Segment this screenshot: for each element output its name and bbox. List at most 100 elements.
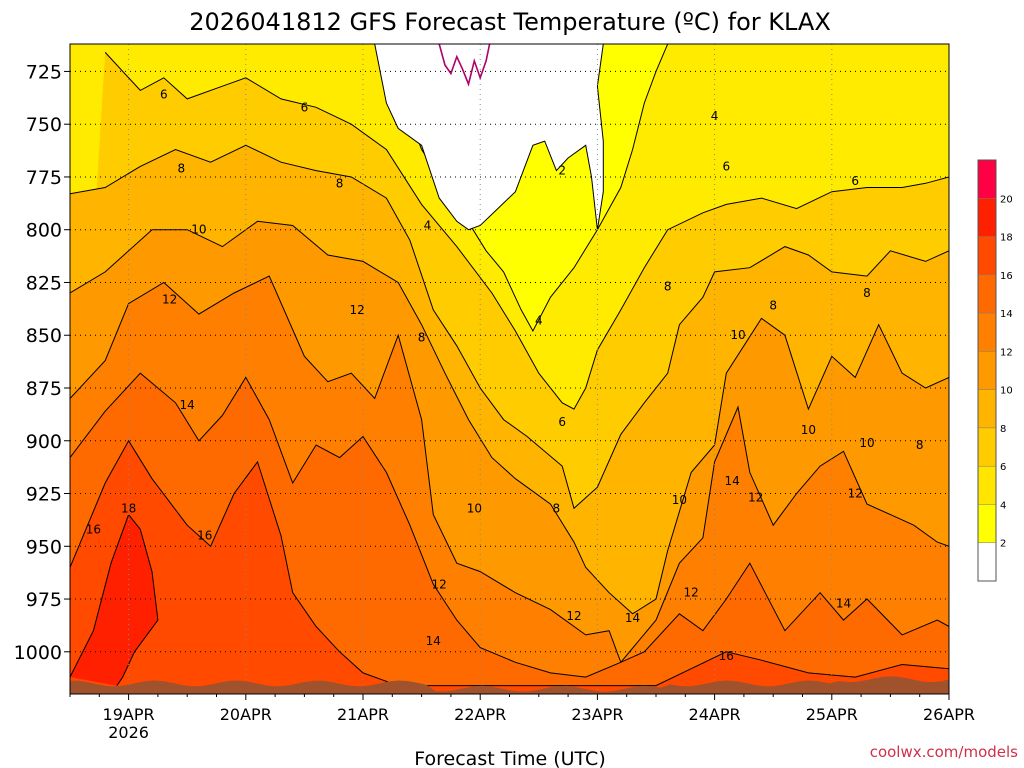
contour-label: 12 [848, 487, 863, 501]
colorbar-label: 16 [1000, 271, 1013, 282]
contour-labels: 6 6 4 2 4 4 8 8 6 6 10 12 12 8 8 8 8 10 14 6 10 10 8 18 16 16 10 8 1… [86, 88, 924, 663]
contour-6 [104, 52, 949, 410]
contour-label: 12 [748, 491, 763, 505]
contour-label: 16 [86, 522, 101, 536]
contour-label: 12 [566, 609, 581, 623]
contour-label: 8 [664, 280, 672, 294]
contour-label: 8 [863, 286, 871, 300]
y-tick-label: 900 [26, 431, 62, 453]
colorbar-band [978, 504, 996, 543]
contour-label: 6 [160, 88, 168, 102]
contour-label: 8 [178, 162, 186, 176]
y-tick-label: 850 [26, 325, 62, 347]
colorbar-label: 20 [1000, 194, 1013, 205]
contour-label: 6 [558, 415, 566, 429]
y-tick-label: 975 [26, 589, 62, 611]
y-tick-label: 725 [26, 61, 62, 83]
colorbar-band [978, 542, 996, 581]
contour-label: 8 [769, 299, 777, 313]
contour-label: 8 [336, 176, 344, 190]
x-axis-label: Forecast Time (UTC) [414, 748, 605, 768]
y-axis: 725 750 775 800 825 850 875 900 925 950 975 1000 [14, 61, 70, 664]
contour-label: 12 [432, 577, 447, 591]
contour-label: 8 [553, 501, 561, 515]
contour-label: 6 [301, 100, 309, 114]
terrain-surface [70, 676, 949, 694]
contour-label: 2 [558, 164, 566, 178]
contour-label: 14 [426, 634, 441, 648]
x-tick-label: 20APR [220, 705, 272, 724]
colorbar: 2 4 6 8 10 12 14 16 18 20 [977, 159, 1013, 582]
contour-label: 16 [197, 529, 212, 543]
contour-label: 10 [730, 328, 745, 342]
temperature-fill-layer [70, 52, 949, 694]
y-tick-label: 825 [26, 272, 62, 294]
colorbar-band [978, 236, 996, 275]
contour-8 [70, 144, 949, 510]
contour-label: 10 [467, 501, 482, 515]
contour-label: 10 [801, 423, 816, 437]
contour-label: 8 [916, 438, 924, 452]
y-tick-label: 950 [26, 536, 62, 558]
contour-label: 14 [625, 611, 640, 625]
colorbar-band [978, 274, 996, 314]
fill-band-16 [70, 440, 949, 694]
y-tick-label: 800 [26, 220, 62, 242]
cold-air-region [374, 44, 604, 231]
colorbar-band [978, 427, 996, 467]
contour-label: 10 [191, 223, 206, 237]
contour-label: 10 [672, 493, 687, 507]
contour-label: 10 [859, 436, 874, 450]
x-tick-label: 25APR [806, 705, 858, 724]
x-tick-label: 23APR [571, 705, 623, 724]
site-credit: coolwx.com/models [870, 743, 1018, 761]
contour-12 [70, 275, 949, 664]
colorbar-label: 2 [1000, 539, 1006, 550]
colorbar-band [978, 351, 996, 390]
contour-label: 16 [719, 649, 734, 663]
colorbar-band [978, 389, 996, 428]
colorbar-frame [977, 159, 997, 582]
contour-label: 6 [851, 174, 859, 188]
colorbar-band [978, 198, 996, 237]
x-tick-label: 24APR [689, 705, 741, 724]
x-tick-label: 19APR [103, 705, 155, 724]
zero-degree-contour [438, 44, 491, 87]
colorbar-label: 8 [1000, 424, 1006, 435]
colorbar-label: 6 [1000, 462, 1006, 473]
colorbar-label: 10 [1000, 386, 1013, 397]
y-tick-label: 925 [26, 484, 62, 506]
colorbar-band [978, 313, 996, 352]
fill-band-18 [70, 514, 158, 686]
contour-label: 14 [180, 398, 195, 412]
contour-14 [70, 372, 949, 678]
colorbar-label: 12 [1000, 347, 1013, 358]
colorbar-label: 18 [1000, 233, 1013, 244]
contour-label: 14 [725, 474, 740, 488]
colorbar-label: 14 [1000, 309, 1013, 320]
contour-label: 4 [424, 218, 432, 232]
x-tick-label: 21APR [337, 705, 389, 724]
contour-10 [70, 220, 949, 615]
contour-label: 4 [711, 109, 719, 123]
colorbar-label: 4 [1000, 500, 1006, 511]
y-tick-label: 875 [26, 378, 62, 400]
contour-label: 12 [684, 586, 699, 600]
y-tick-label: 775 [26, 167, 62, 189]
contour-label: 14 [836, 596, 851, 610]
x-tick-label: 26APR [923, 705, 975, 724]
x-tick-sublabel: 2026 [108, 723, 149, 742]
y-tick-label: 1000 [14, 642, 62, 664]
contour-label: 18 [121, 501, 136, 515]
contour-label: 12 [162, 292, 177, 306]
contour-label: 12 [349, 303, 364, 317]
y-tick-label: 750 [26, 114, 62, 136]
contour-16 [70, 439, 949, 687]
x-tick-label: 22APR [454, 705, 506, 724]
contour-label: 6 [722, 159, 730, 173]
contour-label: 4 [535, 313, 543, 327]
grid-lines [70, 44, 949, 694]
chart-title: 2026041812 GFS Forecast Temperature (ºC)… [189, 8, 831, 36]
